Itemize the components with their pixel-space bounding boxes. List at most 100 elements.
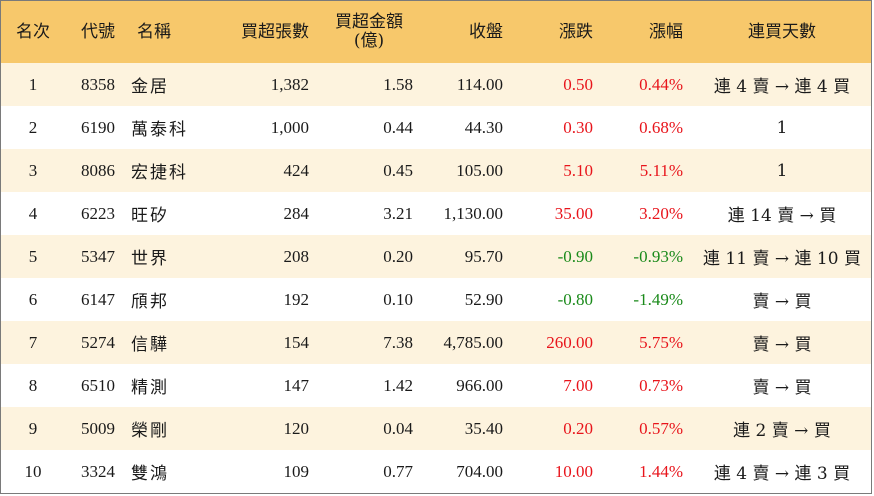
cell-code: 6510 — [65, 364, 131, 407]
cell-change-pct: -1.49% — [601, 278, 691, 321]
cell-code: 8086 — [65, 149, 131, 192]
cell-change-pct: 3.20% — [601, 192, 691, 235]
cell-close: 114.00 — [421, 63, 511, 106]
cell-change-pct: 5.75% — [601, 321, 691, 364]
cell-close: 105.00 — [421, 149, 511, 192]
header-net-buy-lots: 買超張數 — [219, 1, 317, 63]
table-row: 8 6510 精測 147 1.42 966.00 7.00 0.73% 賣 → 買 — [1, 364, 871, 407]
cell-change: 0.30 — [511, 106, 601, 149]
cell-net-buy-amount: 0.04 — [317, 407, 421, 450]
cell-net-buy-amount: 1.58 — [317, 63, 421, 106]
table-header-row: 名次 代號 名稱 買超張數 買超金額 (億) 收盤 漲跌 漲幅 連買天數 — [1, 1, 871, 63]
cell-change-pct: 0.44% — [601, 63, 691, 106]
cell-rank: 1 — [1, 63, 65, 106]
cell-net-buy-amount: 7.38 — [317, 321, 421, 364]
cell-net-buy-amount: 0.10 — [317, 278, 421, 321]
table-row: 5 5347 世界 208 0.20 95.70 -0.90 -0.93% 連 11 賣 → 連… — [1, 235, 871, 278]
cell-change-pct: -0.93% — [601, 235, 691, 278]
cell-change: 0.20 — [511, 407, 601, 450]
cell-code: 5009 — [65, 407, 131, 450]
cell-rank: 9 — [1, 407, 65, 450]
cell-change: -0.80 — [511, 278, 601, 321]
cell-change: 7.00 — [511, 364, 601, 407]
table-row: 6 6147 頎邦 192 0.10 52.90 -0.80 -1.49% 賣 → 買 — [1, 278, 871, 321]
cell-change: 10.00 — [511, 450, 601, 493]
cell-close: 966.00 — [421, 364, 511, 407]
cell-code: 6147 — [65, 278, 131, 321]
cell-code: 6190 — [65, 106, 131, 149]
cell-net-buy-lots: 154 — [219, 321, 317, 364]
cell-consecutive-days: 連 4 賣 → 連 3 買 — [691, 450, 871, 493]
header-change: 漲跌 — [511, 1, 601, 63]
cell-net-buy-amount: 0.45 — [317, 149, 421, 192]
cell-name: 宏捷科 — [131, 149, 219, 192]
cell-net-buy-amount: 0.44 — [317, 106, 421, 149]
cell-code: 6223 — [65, 192, 131, 235]
cell-change: -0.90 — [511, 235, 601, 278]
table-row: 10 3324 雙鴻 109 0.77 704.00 10.00 1.44% 連 4 賣 → 連… — [1, 450, 871, 493]
cell-net-buy-lots: 208 — [219, 235, 317, 278]
cell-change: 0.50 — [511, 63, 601, 106]
cell-net-buy-lots: 192 — [219, 278, 317, 321]
cell-net-buy-lots: 284 — [219, 192, 317, 235]
cell-rank: 7 — [1, 321, 65, 364]
cell-change-pct: 0.68% — [601, 106, 691, 149]
cell-close: 1,130.00 — [421, 192, 511, 235]
cell-code: 3324 — [65, 450, 131, 493]
cell-change-pct: 0.57% — [601, 407, 691, 450]
cell-change: 5.10 — [511, 149, 601, 192]
cell-change-pct: 1.44% — [601, 450, 691, 493]
cell-consecutive-days: 連 11 賣 → 連 10 買 — [691, 235, 871, 278]
cell-consecutive-days: 賣 → 買 — [691, 321, 871, 364]
cell-close: 95.70 — [421, 235, 511, 278]
cell-consecutive-days: 賣 → 買 — [691, 278, 871, 321]
header-net-buy-amount-line2: (億) — [353, 31, 385, 51]
cell-name: 金居 — [131, 63, 219, 106]
cell-net-buy-lots: 424 — [219, 149, 317, 192]
cell-net-buy-amount: 3.21 — [317, 192, 421, 235]
cell-close: 44.30 — [421, 106, 511, 149]
cell-change-pct: 0.73% — [601, 364, 691, 407]
cell-consecutive-days: 賣 → 買 — [691, 364, 871, 407]
cell-net-buy-lots: 120 — [219, 407, 317, 450]
cell-change: 35.00 — [511, 192, 601, 235]
table-body: 1 8358 金居 1,382 1.58 114.00 0.50 0.44% 連 4 賣 → 連… — [1, 63, 871, 493]
header-code: 代號 — [65, 1, 131, 63]
cell-net-buy-amount: 0.20 — [317, 235, 421, 278]
header-name: 名稱 — [131, 1, 219, 63]
cell-code: 5347 — [65, 235, 131, 278]
cell-consecutive-days: 連 4 賣 → 連 4 買 — [691, 63, 871, 106]
cell-consecutive-days: 連 14 賣 → 買 — [691, 192, 871, 235]
cell-consecutive-days: 連 2 賣 → 買 — [691, 407, 871, 450]
table-row: 9 5009 榮剛 120 0.04 35.40 0.20 0.57% 連 2 賣 → 買 — [1, 407, 871, 450]
cell-change-pct: 5.11% — [601, 149, 691, 192]
cell-net-buy-lots: 109 — [219, 450, 317, 493]
cell-change: 260.00 — [511, 321, 601, 364]
table-row: 3 8086 宏捷科 424 0.45 105.00 5.10 5.11% 1 — [1, 149, 871, 192]
cell-net-buy-lots: 1,000 — [219, 106, 317, 149]
header-rank: 名次 — [1, 1, 65, 63]
cell-name: 世界 — [131, 235, 219, 278]
cell-net-buy-lots: 147 — [219, 364, 317, 407]
cell-rank: 2 — [1, 106, 65, 149]
cell-rank: 5 — [1, 235, 65, 278]
table-row: 2 6190 萬泰科 1,000 0.44 44.30 0.30 0.68% 1 — [1, 106, 871, 149]
table-row: 7 5274 信驊 154 7.38 4,785.00 260.00 5.75% 賣 → 買 — [1, 321, 871, 364]
cell-close: 4,785.00 — [421, 321, 511, 364]
header-change-pct: 漲幅 — [601, 1, 691, 63]
cell-rank: 10 — [1, 450, 65, 493]
cell-rank: 4 — [1, 192, 65, 235]
cell-consecutive-days: 1 — [691, 149, 871, 192]
cell-close: 704.00 — [421, 450, 511, 493]
cell-name: 精測 — [131, 364, 219, 407]
cell-close: 35.40 — [421, 407, 511, 450]
cell-close: 52.90 — [421, 278, 511, 321]
cell-net-buy-amount: 0.77 — [317, 450, 421, 493]
cell-name: 旺矽 — [131, 192, 219, 235]
cell-code: 8358 — [65, 63, 131, 106]
cell-code: 5274 — [65, 321, 131, 364]
cell-name: 榮剛 — [131, 407, 219, 450]
cell-name: 信驊 — [131, 321, 219, 364]
